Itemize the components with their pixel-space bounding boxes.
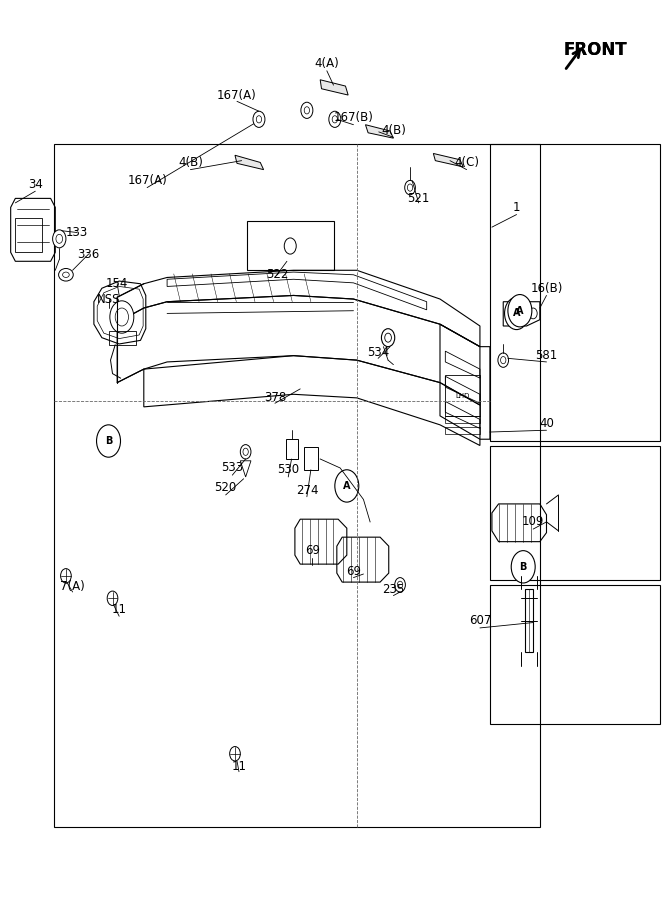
Text: 11: 11	[111, 604, 127, 617]
Circle shape	[332, 116, 338, 123]
Circle shape	[498, 353, 508, 367]
Bar	[285, 439, 297, 459]
Bar	[490, 446, 660, 580]
Text: 40: 40	[539, 417, 554, 429]
Bar	[446, 375, 480, 416]
Text: LHD: LHD	[456, 393, 470, 399]
Polygon shape	[366, 125, 394, 139]
Text: 235: 235	[382, 583, 404, 596]
Text: NSS: NSS	[97, 292, 120, 305]
Polygon shape	[434, 154, 464, 166]
Circle shape	[97, 425, 121, 457]
Bar	[247, 220, 334, 270]
Text: FRONT: FRONT	[563, 41, 627, 59]
Text: 69: 69	[305, 544, 319, 557]
Text: 11: 11	[231, 760, 247, 773]
Circle shape	[529, 308, 537, 319]
Text: 534: 534	[367, 346, 390, 359]
Bar	[490, 585, 660, 724]
Circle shape	[408, 184, 413, 191]
Text: 520: 520	[215, 482, 237, 494]
Bar	[15, 218, 42, 252]
Text: 1: 1	[513, 201, 520, 214]
Circle shape	[253, 112, 265, 128]
Circle shape	[229, 746, 240, 760]
Bar	[303, 447, 318, 470]
Text: B: B	[520, 562, 527, 572]
Text: 109: 109	[522, 516, 544, 528]
Bar	[446, 416, 480, 423]
Text: 378: 378	[264, 392, 286, 404]
Text: 154: 154	[106, 277, 128, 291]
Circle shape	[243, 448, 248, 455]
Circle shape	[304, 107, 309, 114]
Circle shape	[115, 308, 129, 326]
Ellipse shape	[59, 268, 73, 281]
Text: 530: 530	[277, 464, 299, 476]
Circle shape	[256, 116, 261, 123]
Bar	[490, 145, 660, 441]
Text: FRONT: FRONT	[563, 41, 627, 59]
Text: 7(A): 7(A)	[60, 580, 85, 593]
Bar	[446, 427, 480, 434]
Circle shape	[335, 470, 359, 502]
Circle shape	[508, 294, 532, 327]
Text: 607: 607	[469, 614, 491, 627]
Circle shape	[405, 180, 416, 194]
Text: 4(A): 4(A)	[314, 57, 340, 70]
Text: 167(A): 167(A)	[217, 88, 257, 102]
Circle shape	[511, 551, 535, 583]
Text: 69: 69	[346, 565, 361, 578]
Polygon shape	[235, 156, 263, 169]
Circle shape	[284, 238, 296, 254]
Circle shape	[506, 308, 514, 319]
Text: B: B	[105, 436, 112, 446]
Circle shape	[395, 578, 406, 592]
Circle shape	[398, 581, 403, 589]
Circle shape	[107, 591, 118, 606]
Text: 34: 34	[28, 178, 43, 192]
Circle shape	[56, 234, 63, 243]
Text: 133: 133	[66, 226, 88, 239]
Text: 274: 274	[295, 484, 318, 497]
Circle shape	[385, 333, 392, 342]
Circle shape	[504, 297, 528, 329]
Text: 4(B): 4(B)	[178, 156, 203, 169]
Circle shape	[382, 328, 395, 346]
Text: 167(A): 167(A)	[127, 174, 167, 187]
Text: 336: 336	[77, 248, 99, 261]
Text: A: A	[513, 309, 520, 319]
Text: A: A	[516, 306, 524, 316]
Circle shape	[500, 356, 506, 364]
Text: 4(B): 4(B)	[381, 124, 406, 138]
Bar	[109, 331, 136, 345]
Ellipse shape	[63, 272, 69, 277]
Text: 167(B): 167(B)	[334, 111, 374, 124]
Text: 533: 533	[221, 462, 243, 474]
Text: A: A	[343, 481, 351, 491]
Text: 4(C): 4(C)	[454, 156, 479, 169]
Circle shape	[61, 569, 71, 583]
Text: 521: 521	[408, 192, 430, 205]
Circle shape	[110, 301, 134, 333]
Text: 581: 581	[536, 349, 558, 362]
Text: 16(B): 16(B)	[530, 282, 563, 294]
Circle shape	[240, 445, 251, 459]
Polygon shape	[320, 80, 348, 95]
Circle shape	[301, 103, 313, 119]
Circle shape	[329, 112, 341, 128]
Circle shape	[53, 230, 66, 248]
Bar	[54, 145, 540, 827]
Text: 522: 522	[265, 268, 288, 282]
